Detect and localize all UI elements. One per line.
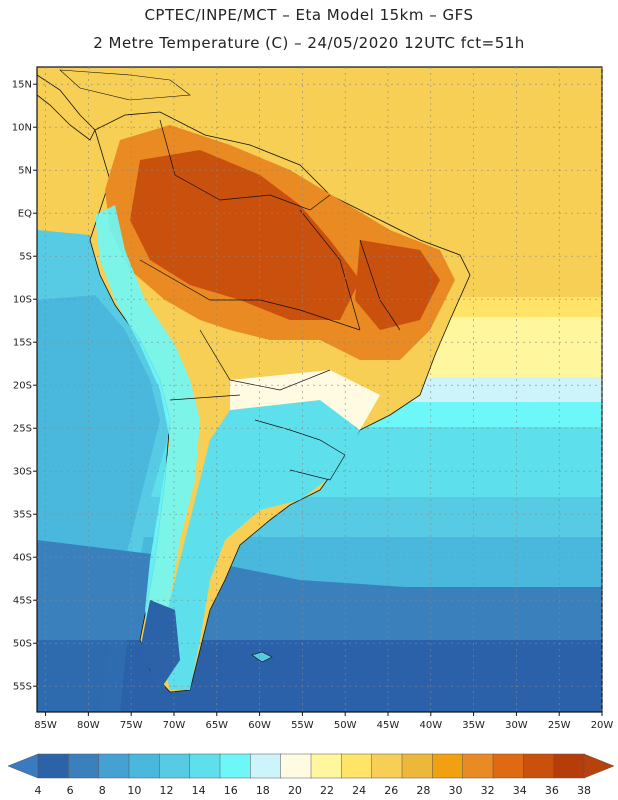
lat-tick-label: 45S [13, 596, 32, 607]
lat-tick-label: 30S [13, 467, 32, 478]
central-america [37, 74, 96, 141]
lat-tick-label: 10S [13, 295, 32, 306]
lat-tick-label: 20S [13, 381, 32, 392]
falkland-islands [251, 651, 273, 663]
colorbar-label: 8 [99, 784, 106, 797]
subtropical-mild [230, 370, 380, 430]
colorbar-segment [98, 753, 130, 779]
lat-tick-label: 5S [19, 252, 32, 263]
colorbar-label: 20 [288, 784, 302, 797]
colorbar-segment [341, 753, 373, 779]
plot-frame [36, 66, 603, 713]
lon-tick-label: 25W [548, 720, 571, 731]
lon-tick-label: 30W [505, 720, 528, 731]
lon-tick-label: 45W [377, 720, 400, 731]
colorbar-segment [432, 753, 464, 779]
colorbar-segment [68, 753, 100, 779]
colorbar-segment [523, 753, 555, 779]
lon-tick-label: 65W [205, 720, 228, 731]
lat-tick-label: 25S [13, 424, 32, 435]
colorbar-segment [401, 753, 434, 779]
colorbar-label: 30 [449, 784, 463, 797]
colorbar-arrow-high [583, 753, 615, 779]
colorbar-segment [159, 753, 191, 779]
colorbar-label: 16 [224, 784, 238, 797]
lat-tick-label: 55S [13, 682, 32, 693]
colorbar-segment [310, 753, 343, 779]
lon-tick-label: 75W [120, 720, 143, 731]
colorbar-label: 10 [127, 784, 141, 797]
lon-tick-label: 70W [163, 720, 186, 731]
lon-tick-label: 85W [34, 720, 57, 731]
chart-title: CPTEC/INPE/MCT – Eta Model 15km – GFS [144, 6, 474, 24]
lon-tick-label: 20W [591, 720, 614, 731]
caribbean-islands [59, 69, 191, 101]
colorbar-segment [250, 753, 282, 779]
colorbar-segment [189, 753, 221, 779]
colorbar-label: 34 [513, 784, 527, 797]
colorbar-segment [280, 753, 312, 779]
lat-tick-label: 15S [13, 338, 32, 349]
chart-subtitle: 2 Metre Temperature (C) – 24/05/2020 12U… [93, 34, 525, 52]
hot-northeast [355, 240, 440, 330]
lon-tick-label: 35W [462, 720, 485, 731]
colorbar-segment [371, 753, 403, 779]
colorbar-label: 28 [416, 784, 430, 797]
colorbar-label: 38 [577, 784, 591, 797]
colorbar-label: 18 [256, 784, 270, 797]
colorbar-segment [128, 753, 161, 779]
colorbar-segment [462, 753, 494, 779]
colorbar-label: 14 [192, 784, 206, 797]
lon-tick-label: 40W [419, 720, 442, 731]
lat-tick-label: 10N [12, 123, 32, 134]
colorbar-label: 12 [159, 784, 173, 797]
colorbar-segment [553, 753, 585, 779]
axis-ticks: 15N 10N 5N EQ 5S 10S 15S 20S 25S 30S 35S 40S 45S 50S 5… [12, 80, 614, 731]
andes-cool-strip [95, 205, 200, 660]
southern-ocean [37, 640, 600, 712]
patagonia-pampas-cool [160, 400, 360, 690]
lat-tick-label: 40S [13, 553, 32, 564]
colorbar-segment [37, 753, 70, 779]
lon-tick-label: 80W [77, 720, 100, 731]
colorbar-label: 26 [384, 784, 398, 797]
graticule [37, 67, 603, 712]
colorbar-label: 24 [352, 784, 366, 797]
colorbar-arrow-low [7, 753, 39, 779]
lon-tick-label: 55W [291, 720, 314, 731]
colorbar-label: 22 [320, 784, 334, 797]
lat-tick-label: 5N [18, 166, 32, 177]
colorbar: 4 6 8 10 12 14 16 18 20 22 24 26 28 30 32 34 36 38 [7, 753, 615, 797]
country-borders [139, 119, 401, 481]
colorbar-label: 6 [67, 784, 74, 797]
lat-tick-label: EQ [18, 209, 32, 220]
colorbar-segment [219, 753, 252, 779]
colorbar-segment [492, 753, 525, 779]
lat-tick-label: 15N [12, 80, 32, 91]
lon-tick-label: 50W [334, 720, 357, 731]
colorbar-label: 36 [545, 784, 559, 797]
lat-tick-label: 50S [13, 639, 32, 650]
southern-andes-cold [140, 600, 180, 690]
map-field [37, 67, 602, 712]
colorbar-label: 32 [481, 784, 495, 797]
lat-tick-label: 35S [13, 510, 32, 521]
colorbar-label: 4 [35, 784, 42, 797]
lon-tick-label: 60W [248, 720, 271, 731]
